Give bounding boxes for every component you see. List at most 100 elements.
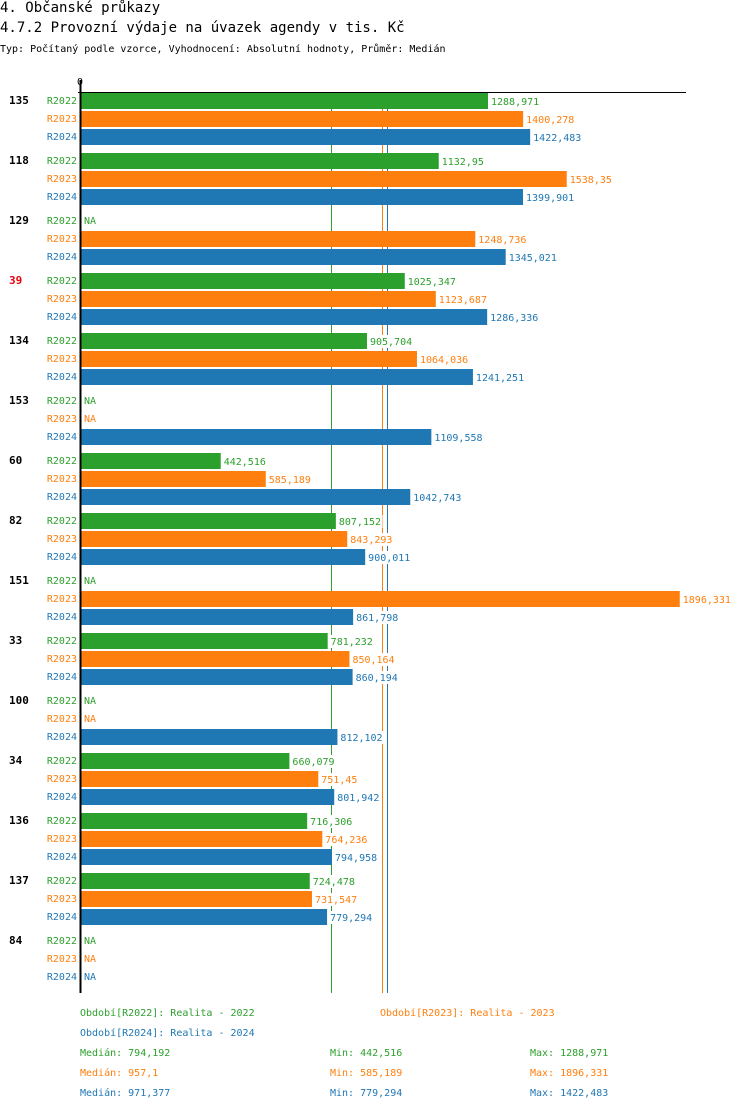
series-label: R2023 (47, 354, 77, 365)
bar-r2022 (81, 633, 328, 649)
value-label: 1345,021 (509, 253, 557, 264)
na-label: NA (84, 714, 96, 725)
value-label: 1025,347 (408, 277, 456, 288)
legend-median-r2024: Medián: 971,377 (80, 1088, 171, 1099)
value-label-bg (334, 851, 379, 864)
category-label: 151 (9, 574, 29, 587)
series-label: R2022 (47, 456, 77, 467)
value-label: 731,547 (315, 895, 357, 906)
legend-period-r2022: Období[R2022]: Realita - 2022 (80, 1008, 255, 1019)
value-label-bg (412, 491, 464, 504)
series-label: R2022 (47, 756, 77, 767)
bar-r2022 (81, 873, 310, 889)
series-label: R2024 (47, 432, 77, 443)
series-label: R2023 (47, 894, 77, 905)
value-label: 843,293 (350, 535, 392, 546)
na-label: NA (84, 972, 96, 983)
category-label: 34 (9, 754, 23, 767)
legend-min-r2024: Min: 779,294 (330, 1088, 403, 1099)
series-label: R2023 (47, 174, 77, 185)
category-label: 84 (9, 934, 23, 947)
value-label: 1288,971 (491, 97, 539, 108)
legend-max-r2024: Max: 1422,483 (530, 1088, 609, 1099)
series-label: R2023 (47, 594, 77, 605)
series-label: R2024 (47, 612, 77, 623)
series-label: R2024 (47, 492, 77, 503)
series-label: R2022 (47, 216, 77, 227)
series-label: R2022 (47, 396, 77, 407)
value-label: 751,45 (321, 775, 357, 786)
category-label: 100 (9, 694, 29, 707)
category-label: 33 (9, 634, 22, 647)
value-label-bg (337, 515, 383, 528)
series-label: R2022 (47, 876, 77, 887)
bar-r2022 (81, 273, 405, 289)
value-label: 1132,95 (442, 157, 484, 168)
series-label: R2024 (47, 792, 77, 803)
value-label-bg (311, 875, 357, 888)
series-label: R2024 (47, 192, 77, 203)
bar-r2024 (81, 669, 353, 685)
bar-r2022 (81, 93, 488, 109)
value-label: 1064,036 (420, 355, 468, 366)
series-label: R2024 (47, 252, 77, 263)
value-label: 1538,35 (570, 175, 612, 186)
value-label-bg (354, 671, 400, 684)
series-label: R2024 (47, 972, 77, 983)
value-label: 585,189 (269, 475, 311, 486)
value-label-bg (324, 833, 370, 846)
value-label: 794,958 (335, 853, 377, 864)
na-label: NA (84, 414, 96, 425)
series-label: R2023 (47, 834, 77, 845)
series-label: R2022 (47, 576, 77, 587)
chart-subtitle: Typ: Počítaný podle vzorce, Vyhodnocení:… (0, 44, 446, 55)
value-label-bg (433, 431, 485, 444)
bar-r2023 (81, 351, 417, 367)
bar-r2024 (81, 609, 354, 625)
value-label: 1109,558 (434, 433, 482, 444)
series-label: R2023 (47, 474, 77, 485)
bar-r2024 (81, 909, 328, 925)
bar-r2024 (81, 309, 488, 325)
value-label-bg (355, 611, 400, 624)
series-label: R2024 (47, 372, 77, 383)
series-label: R2022 (47, 276, 77, 287)
series-label: R2024 (47, 852, 77, 863)
legend-min-r2022: Min: 442,516 (330, 1048, 403, 1059)
value-label-bg (320, 773, 359, 786)
bar-r2023 (81, 591, 680, 607)
value-label-bg (440, 155, 486, 168)
value-label-bg (339, 731, 385, 744)
value-label: 1123,687 (439, 295, 487, 306)
value-label-bg (291, 755, 337, 768)
bar-r2024 (81, 729, 338, 745)
bar-r2023 (81, 111, 524, 127)
category-label: 82 (9, 514, 22, 527)
series-label: R2022 (47, 816, 77, 827)
series-label: R2023 (47, 414, 77, 425)
value-label: 716,306 (310, 817, 352, 828)
bar-r2022 (81, 813, 308, 829)
bar-r2022 (81, 453, 221, 469)
chart-title: 4.7.2 Provozní výdaje na úvazek agendy v… (0, 20, 405, 36)
category-label: 153 (9, 394, 29, 407)
value-label-bg (532, 131, 583, 144)
value-label-bg (222, 455, 268, 468)
category-label: 118 (9, 154, 29, 167)
value-label: 1400,278 (526, 115, 574, 126)
legend-median-r2023: Medián: 957,1 (80, 1068, 159, 1079)
value-label: 1248,736 (478, 235, 526, 246)
value-label-bg (313, 893, 359, 906)
value-label-bg (525, 113, 576, 126)
bar-r2024 (81, 489, 411, 505)
value-label: 1896,331 (683, 595, 731, 606)
bar-r2024 (81, 369, 473, 385)
value-label-bg (367, 551, 412, 564)
category-label: 129 (9, 214, 29, 227)
value-label: 860,194 (356, 673, 398, 684)
value-label: 807,152 (339, 517, 381, 528)
value-label-bg (351, 653, 397, 666)
value-label: 1286,336 (490, 313, 538, 324)
na-label: NA (84, 396, 96, 407)
bar-r2023 (81, 171, 567, 187)
